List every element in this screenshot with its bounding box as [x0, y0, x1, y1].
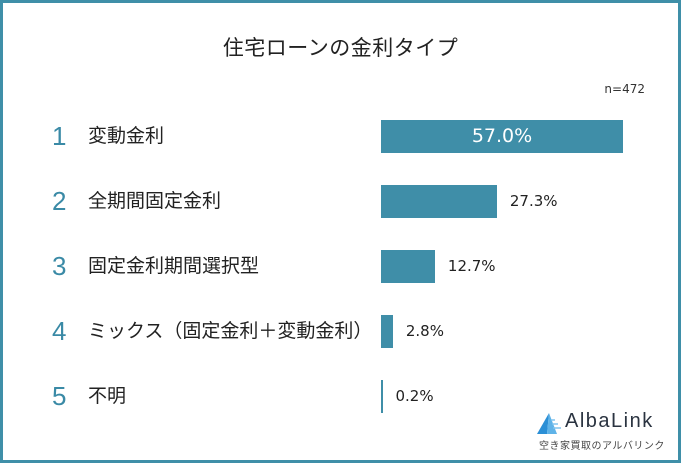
bar [381, 120, 623, 153]
category-label: 固定金利期間選択型 [88, 255, 260, 277]
value-label: 12.7% [447, 257, 496, 275]
logo-tagline: 空き家買取のアルバリンク [539, 441, 665, 452]
rank-number: 5 [52, 381, 67, 411]
bar-row: 2 全期間固定金利 27.3% [0, 183, 681, 219]
category-label: ミックス（固定金利＋変動金利） [88, 320, 373, 342]
rank-number: 3 [52, 251, 67, 281]
bar [381, 315, 393, 348]
category-label: 全期間固定金利 [88, 190, 222, 212]
albalink-logo: AlbaLink 空き家買取のアルバリンク [535, 410, 665, 454]
bar-row: 1 変動金利 57.0% [0, 118, 681, 154]
bar-row: 3 固定金利期間選択型 12.7% [0, 248, 681, 284]
value-label: 0.2% [395, 387, 434, 405]
value-label: 2.8% [405, 322, 444, 340]
bar [381, 250, 435, 283]
sample-size: n=472 [604, 82, 645, 96]
logo-name: AlbaLink [565, 410, 654, 432]
value-label: 57.0% [471, 125, 533, 147]
bar [381, 185, 497, 218]
rank-number: 2 [52, 186, 67, 216]
value-label: 27.3% [509, 192, 558, 210]
category-label: 不明 [88, 385, 127, 407]
category-label: 変動金利 [88, 125, 165, 147]
rank-number: 4 [52, 316, 67, 346]
bar [381, 380, 383, 413]
rank-number: 1 [52, 121, 67, 151]
albalink-logo-icon [537, 413, 561, 434]
bar-row: 4 ミックス（固定金利＋変動金利） 2.8% [0, 313, 681, 349]
chart-title: 住宅ローンの金利タイプ [222, 36, 459, 60]
bar-row: 5 不明 0.2% [0, 378, 681, 414]
